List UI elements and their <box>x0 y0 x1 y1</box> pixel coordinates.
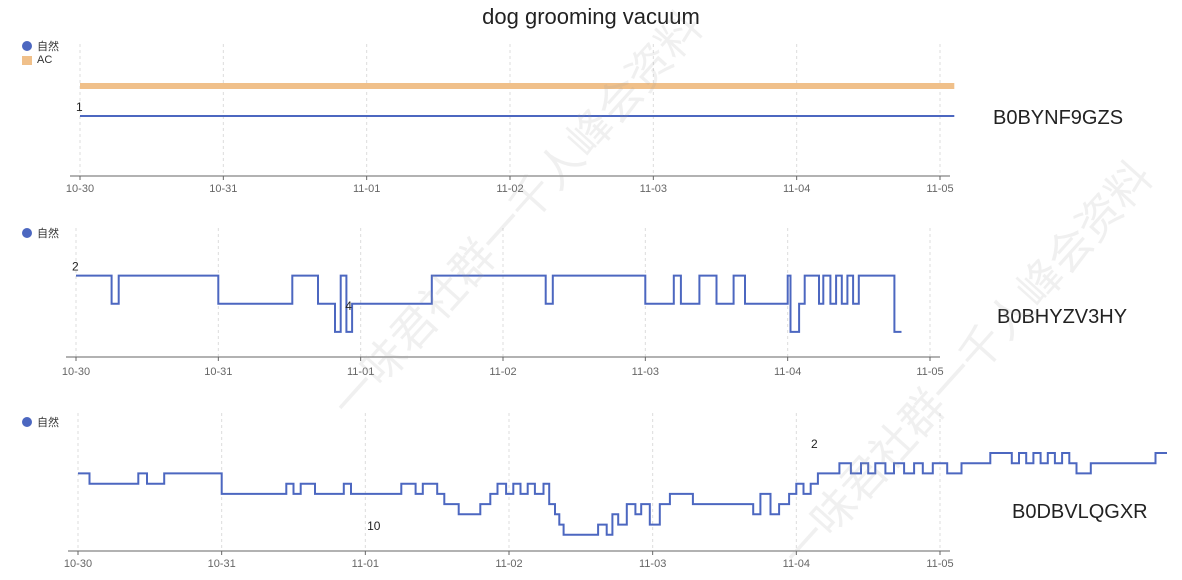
legend-item-natural[interactable]: 自然 <box>22 226 59 240</box>
asin-label-1: B0BYNF9GZS <box>993 107 1124 129</box>
legend-natural-swatch <box>22 41 32 51</box>
x-tick-label: 11-04 <box>774 366 801 378</box>
x-tick-label: 11-04 <box>783 183 810 195</box>
chart-0-plot: 10-30 10-31 11-01 11-02 11-03 11-04 11-05 1 <box>66 44 955 195</box>
x-tick-label: 10-31 <box>208 558 236 570</box>
legend-ac-label: AC <box>37 54 53 66</box>
data-label: 4 <box>345 299 352 313</box>
legend-ac-swatch <box>22 55 32 65</box>
legend-natural-label: 自然 <box>37 41 59 53</box>
chart-panel-3: 10-30 10-31 11-01 11-02 11-03 11-04 11-05 2 10 自… <box>0 405 1182 577</box>
x-tick-label: 11-03 <box>632 366 659 378</box>
x-tick-label: 10-30 <box>64 558 92 570</box>
x-tick-label: 11-01 <box>347 366 374 378</box>
asin-label-2: B0BHYZV3HY <box>997 306 1128 328</box>
chart-panel-1: 10-30 10-31 11-01 11-02 11-03 11-04 11-05 1 自然 … <box>0 36 1182 206</box>
series-line-natural[interactable] <box>76 274 902 333</box>
page-title: dog grooming vacuum <box>482 4 700 29</box>
x-tick-label: 11-01 <box>352 558 379 570</box>
x-tick-label: 11-03 <box>639 558 666 570</box>
legend-natural-swatch <box>22 228 32 238</box>
x-tick-label: 10-31 <box>209 183 237 195</box>
chart-1-legend: 自然 <box>22 226 59 240</box>
x-tick-label: 11-05 <box>926 558 953 570</box>
x-tick-label: 11-02 <box>496 183 523 195</box>
legend-item-natural[interactable]: 自然 <box>22 39 59 53</box>
series-line-natural[interactable] <box>78 452 1167 536</box>
chart-0-legend: 自然 AC <box>22 39 59 67</box>
chart-panel-2: 10-30 10-31 11-01 11-02 11-03 11-04 11-05 2 4 自然… <box>0 220 1182 390</box>
x-tick-label: 11-05 <box>926 183 953 195</box>
x-tick-label: 11-02 <box>495 558 522 570</box>
legend-natural-label: 自然 <box>37 228 59 240</box>
x-tick-label: 10-31 <box>204 366 232 378</box>
x-tick-label: 11-02 <box>489 366 516 378</box>
x-tick-label: 11-04 <box>783 558 810 570</box>
x-tick-label: 11-05 <box>916 366 943 378</box>
x-tick-label: 10-30 <box>62 366 90 378</box>
chart-2-legend: 自然 <box>22 415 59 429</box>
x-tick-label: 11-03 <box>640 183 667 195</box>
data-label: 2 <box>72 260 79 274</box>
chart-1-plot: 10-30 10-31 11-01 11-02 11-03 11-04 11-05 2 4 <box>62 228 944 378</box>
legend-item-natural[interactable]: 自然 <box>22 415 59 429</box>
data-label: 1 <box>76 100 83 114</box>
chart-2-plot: 10-30 10-31 11-01 11-02 11-03 11-04 11-05 2 10 <box>64 413 1167 570</box>
data-label: 10 <box>367 519 381 533</box>
x-tick-label: 11-01 <box>353 183 380 195</box>
legend-item-ac[interactable]: AC <box>22 53 59 67</box>
data-label: 2 <box>811 437 818 451</box>
asin-label-3: B0DBVLQGXR <box>1012 501 1148 523</box>
legend-natural-label: 自然 <box>37 417 59 429</box>
x-tick-label: 10-30 <box>66 183 94 195</box>
legend-natural-swatch <box>22 417 32 427</box>
